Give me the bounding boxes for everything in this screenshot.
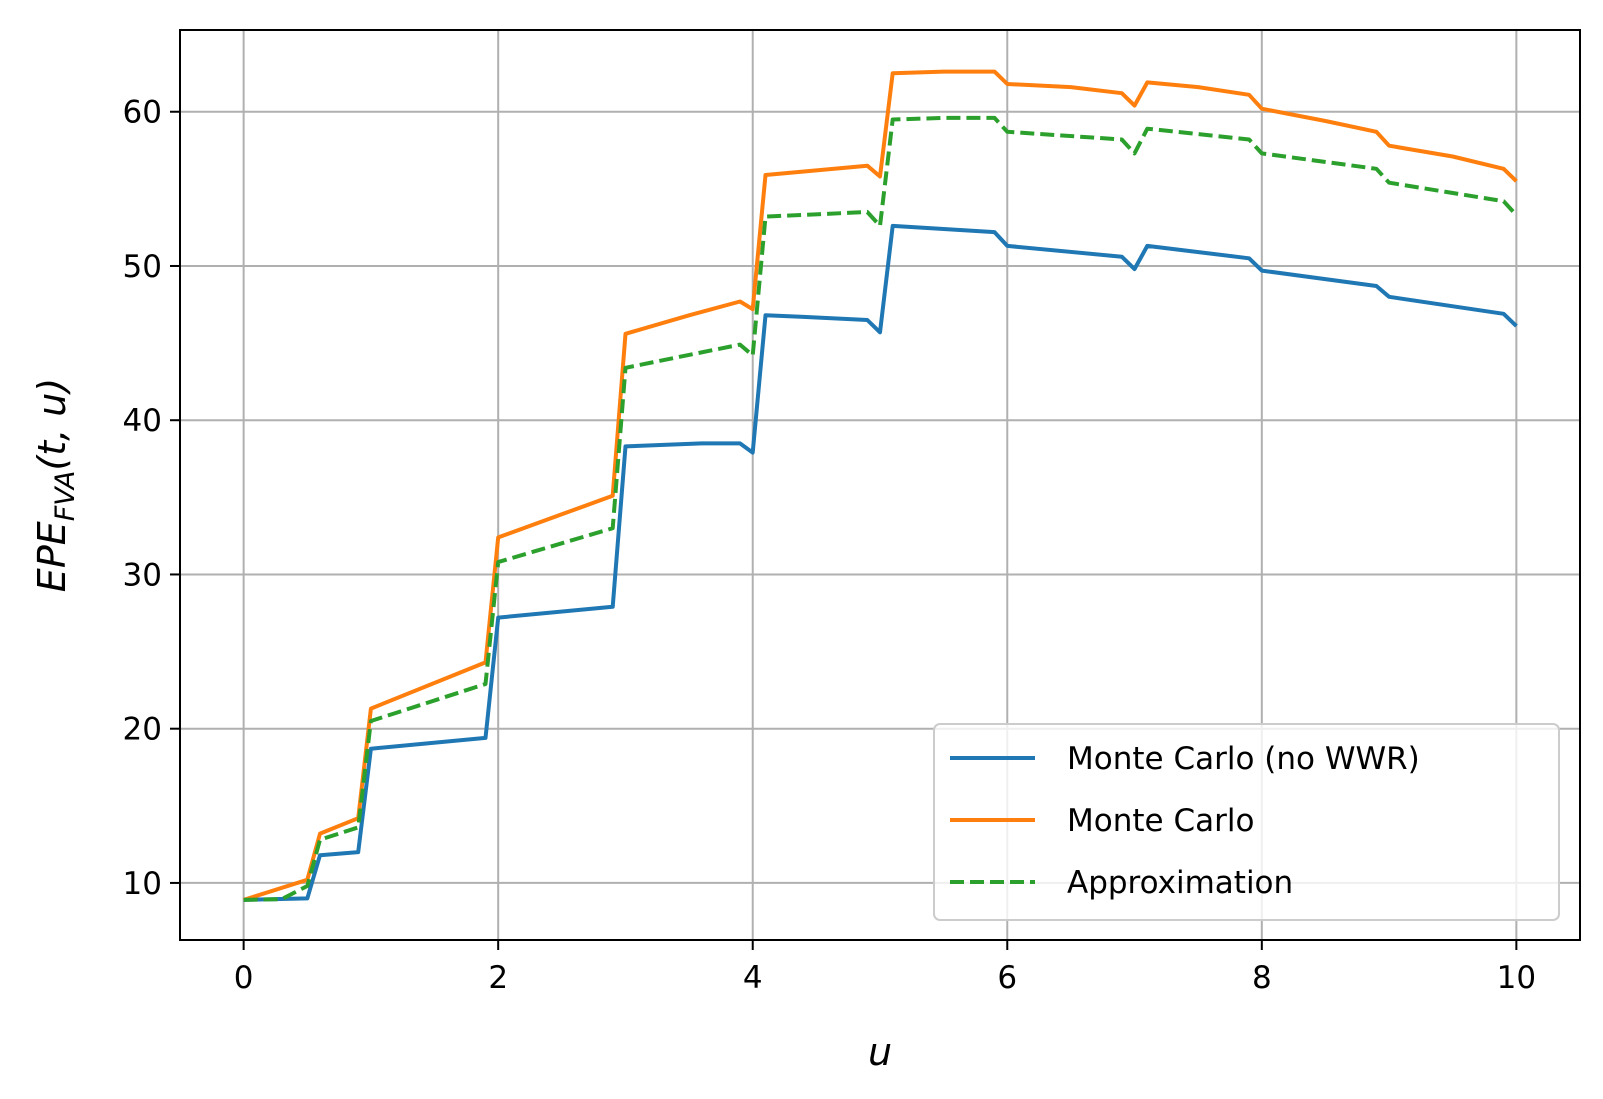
x-tick-label-2: 2 — [488, 960, 508, 996]
x-tick-label-0: 0 — [234, 960, 254, 996]
x-tick-label-6: 6 — [997, 960, 1017, 996]
y-axis-label: EPEFVA(t, u) — [30, 378, 81, 592]
y-axis-label-args: (t, u) — [30, 378, 74, 471]
y-tick-label-30: 30 — [123, 557, 162, 593]
y-axis-label-base: EPE — [30, 521, 74, 592]
series-line-0 — [243, 223, 1518, 902]
series-layer — [242, 69, 1518, 902]
y-tick-label-10: 10 — [123, 866, 162, 902]
y-tick-label-60: 60 — [123, 95, 162, 131]
x-tick-label-10: 10 — [1497, 960, 1536, 996]
plot-frame — [179, 29, 1581, 941]
legend: Monte Carlo (no WWR) Monte Carlo Approxima… — [933, 723, 1560, 921]
series-line-1 — [242, 69, 1518, 902]
y-tick-label-40: 40 — [123, 403, 162, 439]
y-tick-label-50: 50 — [123, 249, 162, 285]
y-tick-label-20: 20 — [123, 712, 162, 748]
grid-lines — [180, 30, 1580, 940]
axis-ticks: 0 2 4 6 8 10 10 20 30 40 50 60 — [123, 95, 1537, 996]
legend-label-0: Monte Carlo (no WWR) — [1067, 741, 1420, 777]
legend-label-1: Monte Carlo — [1067, 803, 1254, 839]
x-tick-label-8: 8 — [1252, 960, 1272, 996]
series-line-2 — [243, 115, 1518, 902]
y-axis-label-subscript: FVA — [50, 471, 81, 522]
x-axis-label: u — [868, 1030, 892, 1074]
legend-label-2: Approximation — [1067, 865, 1293, 901]
x-tick-label-4: 4 — [743, 960, 763, 996]
legend-box — [933, 723, 1560, 921]
